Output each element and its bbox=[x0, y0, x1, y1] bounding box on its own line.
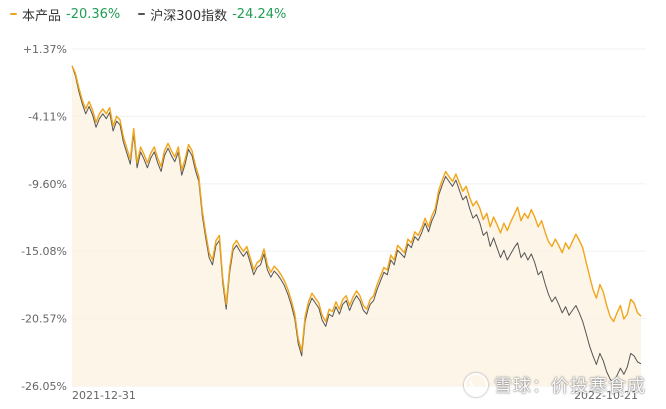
y-tick-label: +1.37% bbox=[23, 43, 67, 56]
legend-swatch-product bbox=[10, 13, 17, 15]
watermark: 雪球：价投寒食成 bbox=[464, 370, 646, 400]
series-layer bbox=[71, 65, 642, 384]
legend-item-index[interactable]: 沪深300指数 -24.24% bbox=[138, 5, 286, 24]
y-tick-label: -9.60% bbox=[28, 178, 67, 191]
chart-legend: 本产品 -20.36% 沪深300指数 -24.24% bbox=[10, 4, 304, 24]
watermark-text: 雪球：价投寒食成 bbox=[494, 376, 646, 397]
y-tick-label: -15.08% bbox=[21, 245, 67, 258]
x-tick-label-end: 2022-10-21 bbox=[574, 389, 638, 402]
legend-swatch-index bbox=[138, 13, 146, 15]
y-tick-label: -20.57% bbox=[21, 313, 67, 326]
legend-item-product[interactable]: 本产品 -20.36% bbox=[10, 5, 120, 24]
y-axis: +1.37% -4.11% -9.60% -15.08% -20.57% -26.05% bbox=[21, 43, 67, 393]
legend-label-product: 本产品 bbox=[22, 8, 62, 24]
series-area-product bbox=[72, 65, 641, 387]
legend-value-product: -20.36% bbox=[66, 6, 121, 22]
y-tick-label: -26.05% bbox=[21, 380, 67, 393]
legend-value-index: -24.24% bbox=[232, 6, 287, 22]
x-axis: 2021-12-31 2022-10-21 bbox=[72, 389, 638, 402]
series-line-product[interactable] bbox=[71, 65, 642, 352]
y-tick-label: -4.11% bbox=[28, 110, 67, 123]
area-layer bbox=[72, 65, 641, 387]
x-tick-label-start: 2021-12-31 bbox=[72, 389, 136, 402]
snowball-logo-icon bbox=[464, 373, 488, 397]
legend-label-index: 沪深300指数 bbox=[150, 8, 228, 24]
series-line-index[interactable] bbox=[71, 65, 642, 384]
